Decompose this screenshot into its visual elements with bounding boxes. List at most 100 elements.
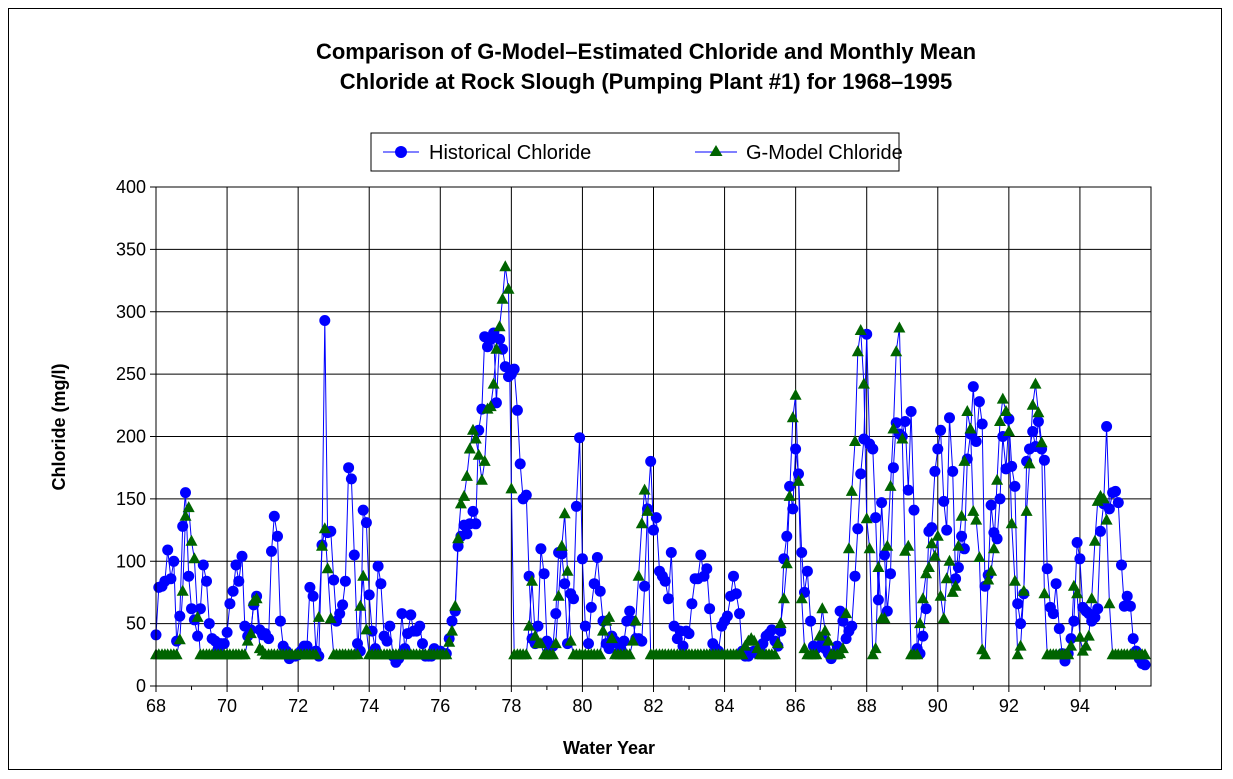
data-point [985,564,998,576]
data-point [863,542,876,554]
data-point [876,497,888,509]
data-point [973,551,986,562]
data-point [1023,457,1036,469]
data-point [766,624,778,636]
data-point [1053,623,1065,635]
data-point [1085,592,1098,604]
data-point [1121,590,1133,602]
data-point [961,405,974,416]
data-point [970,436,982,447]
data-point [902,484,914,496]
data-point [795,592,808,604]
data-point [796,547,808,558]
data-point [884,479,897,491]
data-point [932,443,944,455]
data-point [946,585,959,597]
data-point [952,539,965,551]
x-tick-label: 82 [643,696,663,716]
data-point [869,642,882,654]
data-point [343,462,355,474]
data-point [168,555,180,567]
data-point [192,630,204,642]
data-point [337,599,349,611]
data-point [996,392,1009,404]
data-point [774,617,787,629]
data-point [926,522,938,534]
data-point [1071,537,1083,548]
data-point [176,584,189,596]
data-point [460,469,473,481]
data-point [351,648,364,660]
data-point [594,648,607,660]
legend-gmodel-label: G-Model Chloride [746,142,903,164]
data-point [505,482,518,494]
data-point [319,315,331,326]
data-point [641,504,654,516]
data-point [683,628,695,640]
data-point [238,648,251,660]
data-point [944,412,955,424]
data-point [1038,587,1051,599]
data-point [224,598,236,610]
data-point [568,593,579,605]
series-historical-chloride [150,315,1151,671]
data-point [312,610,325,622]
data-point [854,324,867,335]
data-point [1047,608,1059,620]
data-point [244,627,257,639]
data-point [597,624,609,636]
data-point [272,530,283,542]
data-point [1027,426,1039,437]
y-tick-label: 300 [116,302,146,322]
data-point [810,648,823,660]
data-point [354,599,367,611]
data-point [1097,492,1110,504]
y-tick-label: 200 [116,427,146,447]
data-point [324,612,337,624]
data-point [381,635,393,647]
data-point [339,575,351,587]
data-point [855,468,867,480]
data-point [334,608,346,620]
data-point [920,567,933,579]
data-point [174,610,186,622]
data-point [771,637,784,649]
data-point [1014,639,1027,651]
data-point [1017,584,1030,596]
data-point [947,465,959,477]
data-point [470,518,482,530]
data-point [955,509,968,521]
data-point [790,443,802,455]
x-tick-label: 72 [288,696,308,716]
data-point [233,575,245,587]
data-point [487,377,500,389]
data-point [555,539,568,551]
chart-title-line-1: Comparison of G-Model–Estimated Chloride… [316,39,976,64]
data-point [905,406,917,417]
data-point [935,424,947,436]
data-point [840,607,853,619]
x-tick-label: 76 [430,696,450,716]
data-point [1103,597,1116,609]
data-point [1100,513,1113,525]
data-point [357,569,370,581]
x-tick-label: 88 [857,696,877,716]
data-point [1082,629,1095,641]
data-point [558,507,571,519]
chart-svg: Comparison of G-Model–Estimated Chloride… [49,39,1152,758]
data-point [197,559,209,571]
data-point [783,489,796,501]
data-point [816,602,829,614]
y-axis-title: Chloride (mg/l) [49,364,69,491]
x-axis-title: Water Year [563,738,655,758]
data-point [502,282,515,294]
data-point [345,473,357,485]
data-point [872,594,884,606]
data-point [943,554,956,566]
data-point [896,432,909,444]
data-point [1080,639,1092,651]
data-point [508,363,520,375]
data-point [938,495,950,507]
data-point [819,624,832,636]
data-point [1089,611,1101,623]
